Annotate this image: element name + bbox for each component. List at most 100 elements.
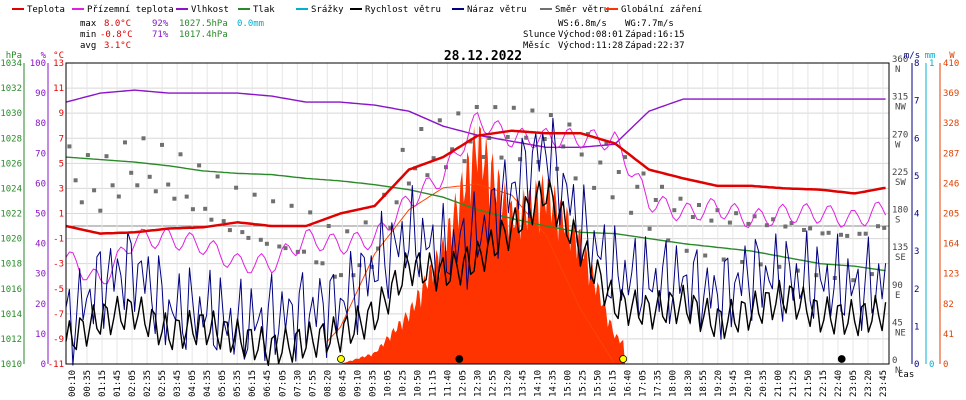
moonrise-marker [455,355,464,363]
x-tick-label: 17:35 [654,370,664,397]
chart-title: 28.12.2022 [444,49,522,64]
wind-direction-point [172,196,177,201]
wind-direction-point [734,211,739,216]
temp-tick-label: -9 [53,335,64,345]
hpa-tick-label: 1018 [0,260,22,270]
wind-direction-point [511,105,516,110]
x-tick-label: 10:05 [383,370,393,397]
wind-direction-point [616,170,621,174]
temp-tick-label: 7 [59,134,64,144]
w-tick-label: 205 [943,210,959,220]
wind-direction-point [869,272,874,277]
wind-direction-point [400,147,405,152]
x-tick-label: 09:10 [353,370,363,397]
pressure-line [65,156,886,272]
hpa-tick-label: 1026 [0,159,22,169]
stat-sun-label: Slunce [523,30,556,40]
w-tick-label: 41 [943,330,954,340]
x-tick-label: 23:45 [879,370,889,397]
w-tick-label: 82 [943,300,954,310]
clear-sky-radiation-line [326,183,629,365]
pct-tick-label: 60 [35,179,46,189]
wind-direction-point [697,203,701,207]
temp-tick-label: 3 [59,184,64,194]
x-tick-label: 15:00 [564,370,574,397]
wind-direction-point [295,249,300,254]
ms-tick-label: 0 [914,360,919,370]
wind-direction-point [758,262,763,267]
x-tick-label: 10:25 [398,370,408,397]
wind-direction-point [684,248,689,253]
x-tick-label: 08:45 [338,370,348,397]
x-tick-label: 06:15 [248,370,258,397]
x-tick-label: 01:45 [113,370,123,397]
pct-tick-label: 30 [35,270,46,280]
x-tick-label: 17:05 [639,370,649,397]
wind-direction-point [203,206,208,211]
wind-direction-point [376,246,381,251]
x-tick-label: 04:35 [203,370,213,397]
x-tick-label: 22:40 [834,370,844,397]
hpa-tick-label: 1034 [0,59,22,69]
stat-max-press: 1027.5hPa [179,19,228,29]
x-tick-label: 18:30 [684,370,694,397]
hpa-tick-label: 1020 [0,235,22,245]
wind-direction-point [73,178,78,183]
wind-direction-point [727,220,732,225]
wind-direction-point [85,153,90,158]
stat-wg: WG:7.7m/s [625,19,674,29]
x-tick-label: 19:45 [729,370,739,397]
pct-tick-label: 80 [35,119,46,129]
x-tick-label: 21:50 [804,370,814,397]
stat-max-temp: 8.0°C [104,19,131,29]
wind-direction-point [462,159,467,164]
wind-gust-line [65,117,887,366]
wind-direction-point [764,223,769,228]
wind-direction-point [493,105,498,110]
ms-tick-label: 1 [914,322,919,332]
w-tick-label: 164 [943,240,959,250]
mm-tick-label: 1 [929,59,934,69]
pct-tick-label: 10 [35,330,46,340]
wind-direction-point [215,174,220,179]
wind-direction-point [456,111,461,116]
wind-direction-point [104,154,109,159]
hpa-tick-label: 1028 [0,134,22,144]
stat-precip: 0.0mm [237,19,264,29]
ms-axis-unit: m/s [904,51,920,61]
stat-moonrise: Východ:11:28 [558,41,623,51]
wind-direction-point [882,225,887,230]
x-tick-label: 15:25 [579,370,589,397]
hpa-axis-unit: hPa [6,51,22,61]
x-tick-label: 13:20 [504,370,514,397]
x-tick-label: 11:15 [428,370,438,397]
wind-direction-point [789,221,794,226]
direction-tick-label: 180 [892,206,908,216]
wind-direction-point [308,210,313,215]
wind-direction-point [240,230,245,235]
ms-tick-label: 2 [914,285,919,295]
wind-direction-point [561,144,566,149]
stat-sunrise: Východ:08:01 [558,30,623,40]
x-tick-label: 21:25 [789,370,799,397]
x-tick-label: 05:05 [218,370,228,397]
x-tick-label: 11:40 [444,370,454,397]
temp-tick-label: -1 [53,235,64,245]
wind-direction-point [339,273,343,278]
wind-direction-point [468,139,473,144]
x-tick-label: 18:55 [699,370,709,397]
stats-block: max 8.0°C 92% 1027.5hPa 0.0mm min -0.8°C… [80,19,685,51]
wind-direction-point [814,273,819,278]
temp-tick-label: -7 [53,310,64,320]
direction-tick-label: 315 [892,93,908,103]
pct-tick-label: 100 [30,59,46,69]
wind-direction-point [258,237,263,242]
legend-label: Srážky [311,5,344,15]
wind-direction-point [166,182,171,187]
wind-direction-point [598,160,603,165]
wind-direction-point [585,132,590,137]
x-tick-label: 06:45 [263,370,273,397]
legend-label: Teplota [27,5,65,15]
wind-direction-point [234,185,239,190]
